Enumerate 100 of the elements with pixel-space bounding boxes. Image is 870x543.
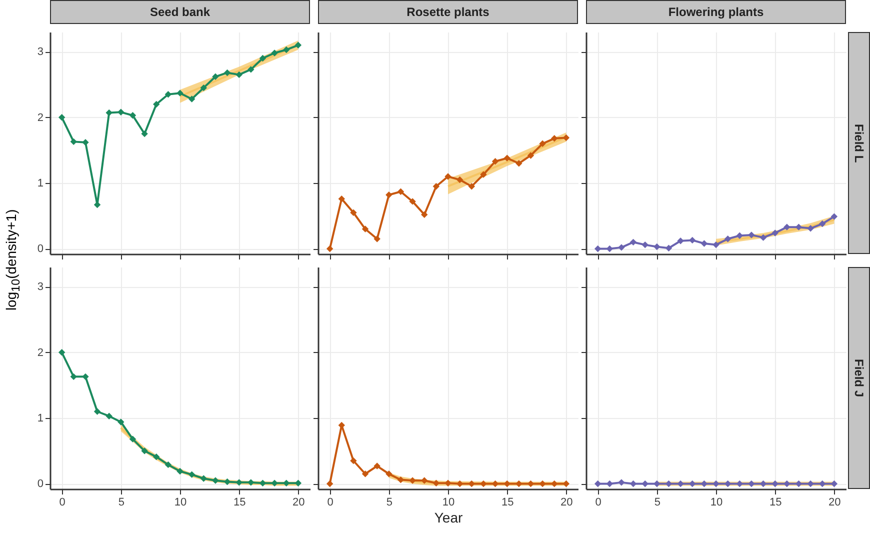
point [70,373,77,380]
point [539,480,546,488]
point [236,71,242,78]
point [456,176,464,184]
point [176,468,184,475]
point [271,480,278,486]
chart-title: Seed bank [50,0,310,24]
point [551,480,558,488]
x-tick-label: 5 [654,496,660,508]
point [736,232,743,239]
x-tick-label: 15 [501,496,514,508]
point [224,478,231,486]
point [562,134,570,142]
point [551,135,558,142]
point [386,470,392,478]
x-tick-label: 20 [560,496,573,508]
point [271,50,278,56]
point [94,408,101,415]
point [689,236,696,244]
point [677,238,684,244]
point [654,243,660,250]
point [397,476,404,484]
point [70,138,77,146]
point [480,480,487,488]
x-tick-label: 20 [292,496,305,508]
point [200,84,207,92]
point [82,138,89,146]
point [421,211,428,218]
y-tick-label: 0 [37,243,44,256]
point [468,182,475,190]
point [350,457,357,464]
y-tick-label: 2 [37,112,44,124]
point [665,244,672,252]
point [129,436,136,442]
point [772,230,778,236]
point [421,477,428,484]
point [724,236,732,242]
point [527,480,534,488]
point [527,152,534,159]
point [153,453,160,460]
point [82,373,89,380]
point [700,240,708,247]
point [212,477,219,484]
point [516,160,522,167]
point [642,241,648,248]
chart-title: Flowering plants [586,0,846,24]
point [248,479,254,486]
point [432,182,440,190]
point [539,140,546,148]
point [386,192,392,198]
y-tick-label: 0 [37,478,44,490]
point [141,130,148,138]
point [444,173,452,180]
point [153,100,160,108]
point [164,461,172,468]
point [118,108,124,116]
point [784,224,790,230]
point [259,54,266,62]
point [748,232,755,238]
point [283,46,290,54]
point [58,114,66,121]
point [516,480,522,488]
point [283,480,290,486]
point [504,480,510,488]
point [504,154,510,162]
point [492,158,499,165]
point [594,245,602,252]
point [176,90,184,96]
point [362,226,369,232]
y-tick-label: 1 [37,178,44,190]
y-tick-label: 2 [37,346,44,359]
x-tick-label: 15 [233,496,246,508]
point [492,480,499,488]
x-tick-label: 0 [327,496,334,508]
chart-title: Rosette plants [318,0,578,24]
y-tick-label: 3 [37,281,44,294]
point [350,209,357,216]
point [606,245,613,252]
x-tick-label: 15 [769,496,782,508]
point [248,66,254,73]
point [819,220,826,228]
point [326,245,334,252]
point [562,480,570,488]
point [456,480,464,488]
y-tick-label: 3 [37,46,44,58]
point [807,225,814,232]
point [374,462,380,470]
point [58,349,66,356]
x-tick-label: 10 [442,496,455,508]
point [224,69,231,76]
y-tick-label: 1 [37,412,44,425]
point [480,171,487,178]
x-tick-label: 20 [828,496,841,508]
point [188,96,196,102]
x-tick-label: 10 [710,496,723,508]
point [432,480,440,486]
x-tick-label: 0 [595,496,602,508]
point [712,241,720,248]
x-axis-title: Year [434,510,463,526]
point [259,480,266,486]
